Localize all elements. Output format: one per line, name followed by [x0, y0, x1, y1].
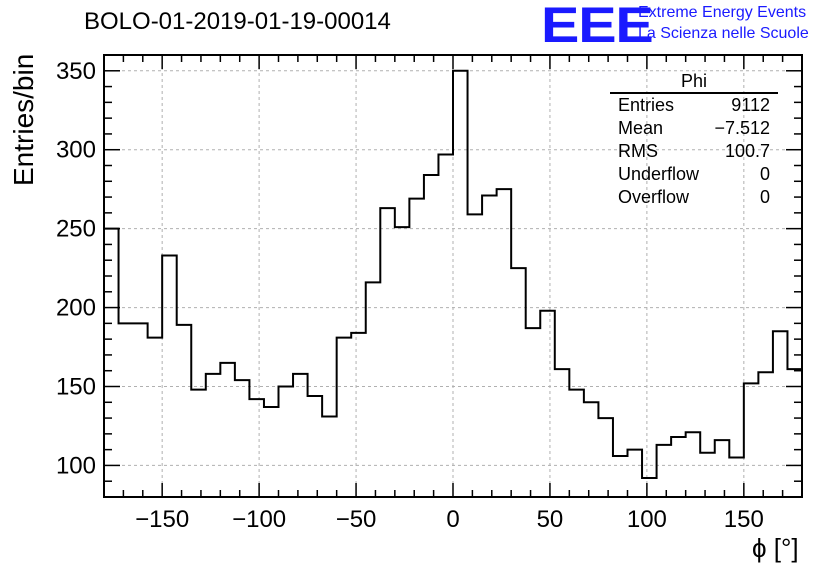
- histogram-bin: [569, 390, 584, 497]
- stats-label: Underflow: [618, 164, 700, 184]
- histogram-line: [104, 69, 803, 480]
- stats-row: Mean −7.512: [610, 117, 778, 140]
- histogram-bin: [671, 437, 686, 497]
- histogram-bin: [380, 208, 395, 497]
- stats-value: 0: [759, 187, 770, 207]
- histogram-bin: [220, 363, 235, 497]
- histogram-bin: [133, 323, 148, 497]
- stats-value: 9112: [731, 95, 770, 115]
- histogram-bin: [308, 396, 323, 497]
- histogram-bin: [497, 189, 512, 497]
- histogram-bin: [177, 325, 192, 497]
- histogram-bin: [584, 402, 599, 497]
- histogram-bin: [555, 369, 570, 497]
- logo-line-2: La Scienza nelle Scuole: [638, 25, 809, 42]
- x-tick-label: 50: [537, 506, 564, 533]
- y-tick-label: 200: [56, 295, 96, 322]
- x-tick-label: −100: [232, 506, 286, 533]
- histogram-bin: [453, 71, 468, 497]
- histogram-bin: [540, 311, 555, 497]
- x-tick-label: −50: [336, 506, 377, 533]
- stats-label: Mean: [618, 118, 664, 138]
- y-tick-label: 350: [56, 58, 96, 85]
- histogram-bin: [424, 175, 439, 497]
- stats-label: Entries: [618, 95, 675, 115]
- stats-label: RMS: [618, 141, 658, 161]
- y-axis-label: Entries/bin: [8, 53, 39, 186]
- histogram-bin: [337, 338, 352, 497]
- x-tick-label: −150: [135, 506, 189, 533]
- stats-box: Phi Entries 9112 Mean −7.512 RMS 100.7 Unde…: [610, 70, 778, 209]
- histogram-bin: [598, 418, 613, 497]
- logo-line-1: Extreme Energy Events: [638, 4, 807, 21]
- histogram-bin: [758, 372, 773, 497]
- histogram-bin: [468, 214, 483, 497]
- x-tick-label: 100: [627, 506, 667, 533]
- histogram-bin: [191, 390, 206, 497]
- histogram-bin: [657, 445, 672, 497]
- stats-label: Overflow: [618, 187, 690, 207]
- histogram-bin: [526, 328, 541, 497]
- histogram-bin: [206, 374, 221, 497]
- histogram-bin: [395, 227, 410, 497]
- histogram-bin: [119, 323, 134, 497]
- x-tick-label: 150: [724, 506, 764, 533]
- histogram-bin: [715, 440, 730, 497]
- histogram-bin: [729, 458, 744, 497]
- histogram-bin: [628, 450, 643, 497]
- histogram-bin: [293, 374, 308, 497]
- histogram-bin: [686, 432, 701, 497]
- histogram-bin: [438, 154, 453, 497]
- histogram-bin: [613, 456, 628, 497]
- stats-value: 100.7: [724, 141, 770, 161]
- stats-row: Entries 9112: [610, 94, 778, 117]
- stats-row: RMS 100.7: [610, 140, 778, 163]
- histogram-bin: [351, 333, 366, 497]
- x-tick-label: 0: [446, 506, 459, 533]
- eee-logo-icon: EEE: [541, 0, 654, 53]
- histogram-bin: [249, 399, 264, 497]
- histogram-bin: [700, 453, 715, 497]
- stats-row: Overflow 0: [610, 186, 778, 209]
- histogram-bin: [279, 387, 294, 498]
- y-tick-label: 150: [56, 374, 96, 401]
- stats-value: 0: [759, 164, 770, 184]
- histogram-bin: [148, 338, 163, 497]
- histogram-bin: [744, 383, 759, 497]
- stats-row: Underflow 0: [610, 163, 778, 186]
- stats-title: Phi: [610, 70, 778, 94]
- histogram-bin: [104, 229, 119, 497]
- y-tick-label: 300: [56, 137, 96, 164]
- histogram-bin: [511, 268, 526, 497]
- histogram-bin: [366, 282, 381, 497]
- y-tick-label: 250: [56, 216, 96, 243]
- y-tick-label: 100: [56, 452, 96, 479]
- histogram-bin: [409, 199, 424, 497]
- histogram-bin: [235, 380, 250, 497]
- chart-title: BOLO-01-2019-01-19-00014: [84, 8, 391, 35]
- x-axis-label: ϕ [°]: [752, 533, 799, 563]
- histogram-bin: [773, 331, 788, 497]
- histogram-bin: [482, 195, 497, 497]
- histogram-bin: [642, 478, 657, 497]
- stats-value: −7.512: [714, 118, 770, 138]
- histogram-bin: [322, 416, 337, 497]
- histogram-bin: [787, 369, 802, 497]
- histogram-bin: [162, 255, 177, 497]
- histogram-bin: [264, 407, 279, 497]
